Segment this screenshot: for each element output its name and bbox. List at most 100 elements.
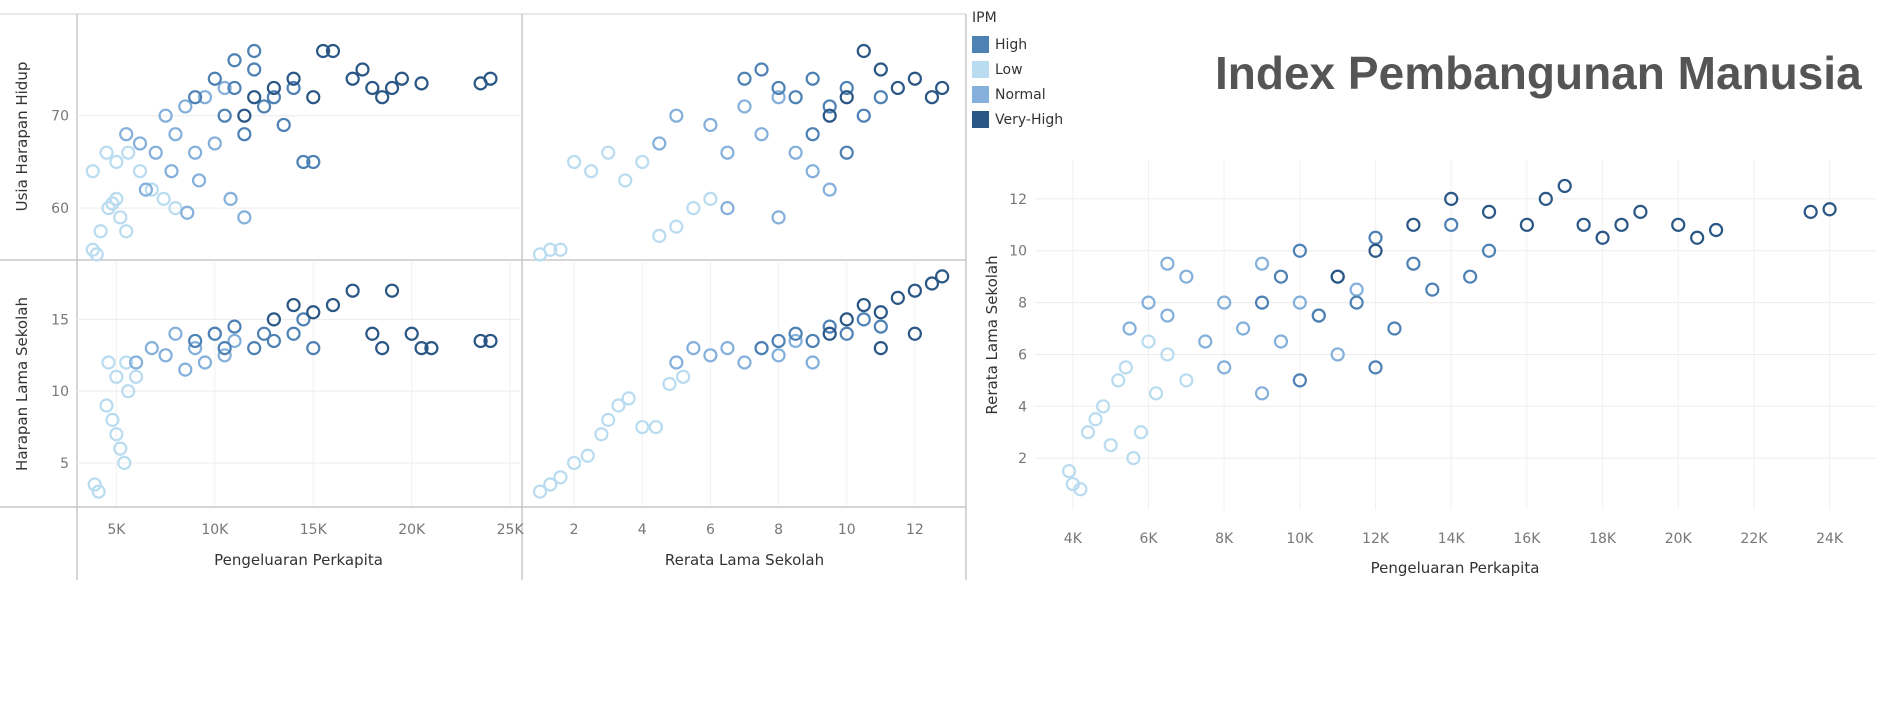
data-point bbox=[1803, 204, 1818, 219]
data-point bbox=[197, 90, 213, 105]
data-point bbox=[223, 191, 238, 207]
data-point bbox=[532, 484, 548, 499]
y-tick-label: 10 bbox=[1009, 244, 1027, 260]
y-tick-label: 15 bbox=[51, 312, 69, 328]
data-point bbox=[217, 80, 232, 96]
data-point bbox=[737, 355, 752, 370]
data-point bbox=[1330, 347, 1345, 362]
data-point bbox=[890, 80, 905, 96]
data-point bbox=[839, 312, 854, 327]
data-point bbox=[207, 136, 222, 151]
x-tick-label: 2 bbox=[570, 522, 579, 538]
legend-item-high[interactable]: High bbox=[972, 32, 1063, 57]
dashboard-title: Index Pembangunan Manusia bbox=[1215, 47, 1862, 99]
data-point bbox=[325, 297, 341, 313]
data-point bbox=[113, 441, 128, 456]
data-point bbox=[1368, 360, 1383, 375]
data-point bbox=[345, 283, 360, 298]
data-point bbox=[873, 62, 888, 77]
x-tick-label: 15K bbox=[300, 522, 328, 538]
data-point bbox=[306, 154, 321, 170]
data-point bbox=[1273, 269, 1289, 284]
data-point bbox=[1690, 230, 1705, 245]
data-point bbox=[1822, 202, 1837, 217]
data-point bbox=[1254, 256, 1270, 271]
legend-item-normal[interactable]: Normal bbox=[972, 82, 1063, 107]
data-point bbox=[1118, 360, 1133, 375]
legend-item-low[interactable]: Low bbox=[972, 57, 1063, 82]
data-point bbox=[1368, 243, 1383, 258]
data-point bbox=[1311, 308, 1326, 323]
data-point bbox=[1708, 222, 1724, 238]
data-point bbox=[856, 108, 871, 123]
legend-item-very-high[interactable]: Very-High bbox=[972, 107, 1063, 132]
data-point bbox=[109, 191, 124, 207]
data-point bbox=[132, 164, 148, 179]
data-point bbox=[567, 154, 582, 170]
data-point bbox=[839, 80, 854, 96]
data-point bbox=[121, 384, 136, 399]
data-point bbox=[822, 99, 837, 114]
x-tick-label: 22K bbox=[1740, 531, 1768, 547]
data-point bbox=[1292, 373, 1307, 388]
data-point bbox=[856, 312, 871, 327]
x-tick-label: 20K bbox=[398, 522, 426, 538]
data-point bbox=[822, 108, 837, 123]
data-point bbox=[217, 108, 232, 123]
data-point bbox=[648, 419, 664, 435]
data-point bbox=[935, 80, 950, 96]
data-point bbox=[237, 127, 252, 142]
data-point bbox=[907, 71, 922, 86]
data-point bbox=[662, 376, 677, 392]
data-point bbox=[873, 305, 888, 320]
ipm-legend: IPM High Low Normal Very-High bbox=[972, 10, 1063, 132]
data-point bbox=[1111, 373, 1126, 388]
data-point bbox=[1330, 269, 1345, 284]
data-point bbox=[553, 470, 568, 485]
x-tick-label: 8K bbox=[1215, 531, 1234, 547]
data-point bbox=[99, 145, 114, 160]
legend-swatch-very-high bbox=[972, 111, 989, 128]
x-axis-label: Pengeluaran Perkapita bbox=[1371, 559, 1540, 577]
data-point bbox=[119, 127, 134, 142]
data-point bbox=[101, 355, 116, 370]
data-point bbox=[805, 71, 820, 86]
x-axis-label: Rerata Lama Sekolah bbox=[665, 551, 824, 569]
data-point bbox=[296, 312, 311, 327]
data-point bbox=[217, 341, 232, 356]
data-point bbox=[737, 99, 752, 114]
y-axis-label: Usia Harapan Hidup bbox=[13, 62, 31, 212]
data-point bbox=[1096, 399, 1111, 414]
data-point bbox=[771, 80, 786, 96]
data-point bbox=[87, 477, 102, 492]
data-point bbox=[652, 228, 667, 243]
data-point bbox=[227, 333, 242, 349]
x-tick-label: 4 bbox=[638, 522, 647, 538]
data-point bbox=[148, 145, 163, 160]
data-point bbox=[669, 219, 684, 234]
data-point bbox=[754, 127, 769, 142]
data-point bbox=[93, 224, 108, 239]
data-point bbox=[286, 297, 301, 313]
data-point bbox=[703, 348, 718, 363]
data-point bbox=[164, 164, 179, 179]
data-point bbox=[788, 145, 803, 160]
x-tick-label: 10 bbox=[838, 522, 856, 538]
data-point bbox=[306, 305, 321, 320]
data-point bbox=[1126, 451, 1141, 466]
data-point bbox=[158, 108, 173, 123]
data-point bbox=[227, 53, 242, 68]
data-point bbox=[168, 326, 183, 341]
data-point bbox=[771, 333, 786, 349]
data-point bbox=[771, 210, 786, 225]
data-point bbox=[1179, 269, 1194, 284]
data-point bbox=[247, 62, 262, 77]
data-point bbox=[266, 80, 281, 96]
data-point bbox=[119, 224, 134, 239]
data-point bbox=[1349, 282, 1364, 297]
data-point bbox=[394, 71, 409, 86]
x-tick-label: 6K bbox=[1139, 531, 1158, 547]
data-point bbox=[247, 43, 262, 59]
data-point bbox=[227, 80, 242, 96]
data-point bbox=[1292, 295, 1307, 310]
